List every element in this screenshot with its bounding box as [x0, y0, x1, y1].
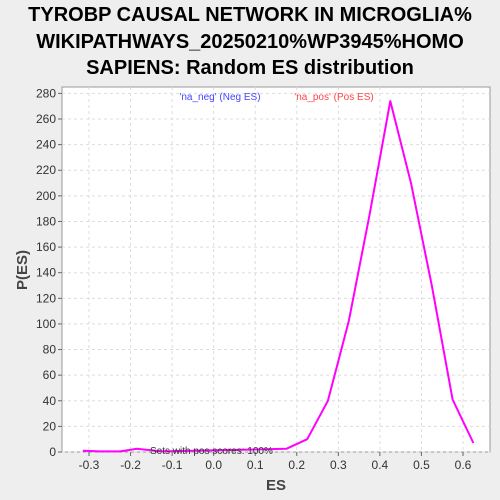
x-axis-ticks: -0.3 -0.2 -0.1 0.0 0.1 0.2 0.3 0.4 0.5 0.6	[79, 452, 472, 472]
title-line-2: WIKIPATHWAYS_20250210%WP3945%HOMO	[36, 30, 464, 53]
grid-lines	[62, 87, 490, 453]
x-tick-label: -0.3	[79, 458, 100, 472]
y-tick-label: 60	[43, 368, 57, 382]
x-tick-label: 0.4	[372, 458, 389, 472]
y-axis-ticks: 0 20 40 60 80 100 120 140 160 180 200 220 240 260 280	[36, 86, 62, 459]
legend-pos: 'na_pos' (Pos ES)	[294, 92, 373, 103]
y-tick-label: 240	[36, 138, 56, 152]
series-group	[82, 100, 475, 453]
x-tick-label: 0.3	[330, 458, 347, 472]
y-tick-label: 100	[36, 317, 56, 331]
y-tick-label: 80	[43, 343, 57, 357]
y-tick-label: 280	[36, 86, 56, 100]
x-tick-label: 0.6	[455, 458, 472, 472]
y-tick-label: 0	[49, 445, 56, 459]
y-tick-label: 200	[36, 189, 56, 203]
annotation-pos-scores: Sets with pos scores: 100%	[150, 446, 273, 457]
plot-background	[61, 86, 491, 453]
x-tick-label: 0.0	[205, 458, 222, 472]
x-tick-label: 0.1	[247, 458, 264, 472]
y-tick-label: 260	[36, 112, 56, 126]
y-tick-label: 20	[43, 419, 57, 433]
x-tick-label: -0.2	[120, 458, 141, 472]
chart-title: TYROBP CAUSAL NETWORK IN MICROGLIA% WIKI…	[0, 2, 500, 82]
x-axis-label: ES	[266, 477, 286, 494]
y-tick-label: 120	[36, 291, 56, 305]
y-axis-label: P(ES)	[14, 250, 31, 290]
x-tick-label: -0.1	[162, 458, 183, 472]
y-tick-label: 40	[43, 394, 57, 408]
x-tick-label: 0.2	[288, 458, 305, 472]
title-line-3: SAPIENS: Random ES distribution	[86, 57, 414, 79]
y-tick-label: 220	[36, 163, 56, 177]
y-tick-label: 160	[36, 240, 56, 254]
title-line-1: TYROBP CAUSAL NETWORK IN MICROGLIA%	[28, 4, 472, 26]
y-tick-label: 180	[36, 214, 56, 228]
y-tick-label: 140	[36, 266, 56, 280]
series-line	[82, 100, 475, 453]
legend-neg: 'na_neg' (Neg ES)	[179, 92, 260, 103]
x-tick-label: 0.5	[413, 458, 430, 472]
